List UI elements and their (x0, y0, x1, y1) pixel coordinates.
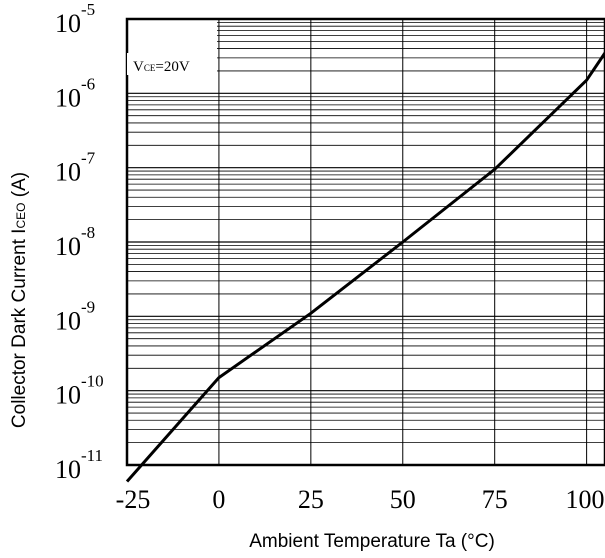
y-tick-base: 10 (55, 306, 81, 335)
y-tick-base: 10 (55, 381, 81, 410)
x-tick-label: 75 (482, 485, 508, 514)
annotation-sub: CE (144, 63, 156, 73)
y-tick-base: 10 (55, 455, 81, 484)
y-tick-exponent: -9 (81, 297, 95, 316)
y-tick-label: 10-8 (55, 223, 95, 261)
annotation-box (127, 53, 217, 75)
vce-annotation: VCE=20V (127, 53, 217, 75)
y-tick-base: 10 (55, 83, 81, 112)
x-tick-label: 25 (298, 485, 324, 514)
y-tick-exponent: -11 (81, 446, 103, 465)
y-axis-label-suffix: (A) (9, 172, 30, 203)
plot-frame (125, 17, 605, 467)
annotation-text: VCE=20V (133, 59, 190, 75)
y-tick-exponent: -6 (81, 74, 95, 93)
y-tick-label: 10-6 (55, 74, 95, 112)
x-tick-label: -25 (116, 485, 151, 514)
y-tick-label: 10-9 (55, 297, 95, 335)
x-tick-label: 50 (390, 485, 416, 514)
y-tick-exponent: -8 (81, 223, 95, 242)
y-axis-label-sub: CEO (14, 203, 28, 229)
annotation-main: V (133, 59, 144, 75)
y-tick-exponent: -5 (81, 0, 95, 19)
y-tick-base: 10 (55, 9, 81, 38)
x-axis-label: Ambient Temperature Ta (°C) (249, 531, 495, 552)
y-tick-label: 10-11 (55, 446, 103, 484)
x-tick-label: 100 (566, 485, 605, 514)
x-tick-labels: -25 0 25 50 75 100 (116, 485, 605, 514)
grid (127, 19, 605, 466)
y-axis-label: Collector Dark Current ICEO (A) (9, 172, 30, 428)
y-tick-label: 10-7 (55, 149, 96, 187)
y-tick-exponent: -10 (81, 372, 104, 391)
y-tick-exponent: -7 (81, 149, 96, 168)
annotation-value: =20V (155, 59, 189, 75)
y-tick-base: 10 (55, 232, 81, 261)
x-tick-label: 0 (212, 485, 225, 514)
y-axis-label-prefix: Collector Dark Current I (9, 229, 30, 429)
y-tick-label: 10-10 (55, 372, 104, 410)
y-tick-base: 10 (55, 158, 81, 187)
y-tick-label: 10-5 (55, 0, 95, 38)
series-line (125, 52, 605, 483)
